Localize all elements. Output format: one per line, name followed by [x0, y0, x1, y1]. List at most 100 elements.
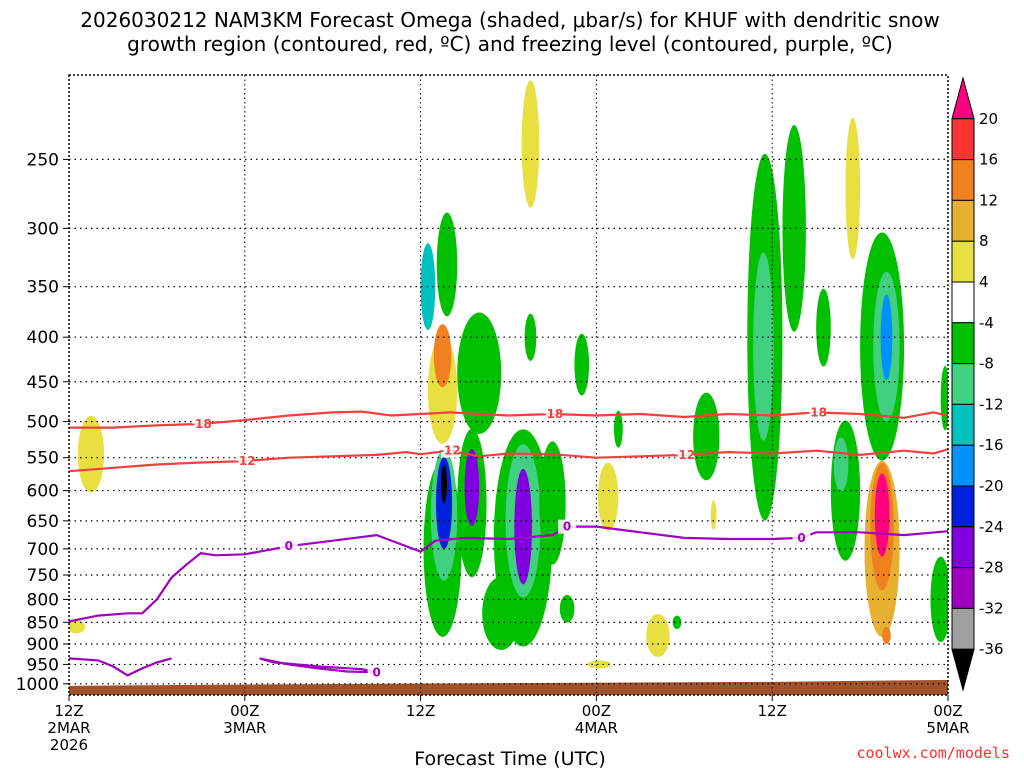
xtick-label-12-0: 00Z	[230, 702, 259, 720]
omega-shade-41	[874, 473, 890, 557]
plot-area: -18 -18 -18 -12 -12 -12 0 0 0 0	[69, 75, 948, 695]
omega-shade-42	[882, 626, 891, 645]
colorbar-label-11: -28	[979, 559, 1004, 577]
contour-freezing-level-low2-label-0: 0	[372, 665, 380, 679]
ytick-label-550: 550	[27, 449, 59, 469]
omega-shade-23	[613, 410, 623, 448]
colorbar-box-1	[951, 118, 975, 161]
ground-terrain	[69, 679, 948, 695]
contour-freezing-level	[69, 525, 948, 623]
plot-frame	[68, 74, 949, 696]
chart-title-line2: growth region (contoured, red, ºC) and f…	[127, 32, 893, 56]
colorbar-label-7: -12	[979, 395, 1004, 413]
colorbar-box-11	[951, 526, 975, 569]
colorbar-label-4: 4	[979, 273, 989, 291]
colorbar-label-10: -24	[979, 518, 1004, 536]
colorbar-box-12	[951, 567, 975, 609]
colorbar-label-3: 8	[979, 232, 989, 250]
ytick-label-350: 350	[27, 278, 59, 298]
omega-shade-20	[574, 333, 590, 396]
credit-text: coolwx.com/models	[856, 744, 1010, 762]
colorbar-box-3	[951, 199, 975, 242]
omega-shade-25	[646, 613, 670, 657]
omega-shade-24	[587, 660, 612, 669]
colorbar-box-2	[951, 159, 975, 201]
colorbar-box-13	[951, 607, 975, 650]
colorbar-box-10	[951, 485, 975, 528]
xtick-label-60-1: 5MAR	[926, 719, 969, 737]
axes: 2503003504004505005506006507007508008509…	[16, 74, 970, 754]
xtick-label-60-0: 00Z	[933, 702, 962, 720]
omega-shade-26	[672, 615, 682, 630]
xtick-label-12-1: 3MAR	[223, 719, 266, 737]
contour-dgz-minus18-label-1: -18	[542, 407, 564, 421]
ytick-label-700: 700	[27, 540, 59, 560]
ytick-label-1000: 1000	[16, 675, 59, 695]
colorbar-box-4	[951, 240, 975, 283]
ytick-label-500: 500	[27, 413, 59, 433]
ytick-label-450: 450	[27, 373, 59, 393]
omega-shade-0	[77, 415, 105, 493]
omega-shade-21	[559, 594, 575, 623]
colorbar-label-5: -4	[979, 314, 994, 332]
colorbar-label-12: -32	[979, 599, 1004, 617]
omega-shade-17	[524, 313, 537, 361]
omega-shade-31	[782, 125, 806, 332]
contour-dgz-minus12-label-0: -12	[234, 454, 256, 468]
contour-freezing-level-low	[69, 657, 172, 677]
colorbar-box-6	[951, 322, 975, 365]
colorbar-label-2: 12	[979, 191, 998, 209]
colorbar-box-0	[951, 76, 975, 120]
colorbar-label-0: 20	[979, 110, 998, 128]
contour-freezing-level-low2	[259, 657, 377, 674]
omega-shade-35	[833, 437, 849, 492]
omega-shade-18	[539, 441, 566, 565]
contour-dgz-minus18-label-0: -18	[190, 417, 212, 431]
colorbar-box-8	[951, 403, 975, 446]
omega-shade-12	[464, 449, 480, 526]
colorbar: 20 16 12 8 4 -4 -8 -12 -16 -20 -24 -28 -32 -36	[951, 76, 1004, 692]
ytick-label-950: 950	[27, 655, 59, 675]
xtick-label-0-2: 2026	[50, 736, 88, 754]
contour-dgz-minus18-label-2: -18	[805, 405, 827, 419]
chart-title-line1: 2026030212 NAM3KM Forecast Omega (shaded…	[80, 8, 939, 32]
x-axis-label: Forecast Time (UTC)	[414, 748, 605, 768]
ytick-label-250: 250	[27, 150, 59, 170]
omega-shade-33	[845, 117, 861, 260]
xtick-label-0-0: 12Z	[54, 702, 83, 720]
xtick-label-36-0: 00Z	[582, 702, 611, 720]
omega-shade-1	[69, 620, 86, 634]
colorbar-label-6: -8	[979, 355, 994, 373]
contour-dgz-minus12-label-1: -12	[439, 444, 461, 458]
xtick-label-24-0: 12Z	[406, 702, 435, 720]
contour-freezing-level-label-2: 0	[797, 531, 805, 545]
colorbar-box-5	[951, 281, 975, 324]
omega-shade-22	[597, 462, 619, 532]
contour-freezing-level-label-0: 0	[285, 539, 293, 553]
ytick-label-750: 750	[27, 566, 59, 586]
omega-shade-30	[753, 252, 774, 441]
omega-shade-16	[514, 468, 532, 585]
ytick-label-800: 800	[27, 590, 59, 610]
colorbar-label-1: 16	[979, 151, 998, 169]
ytick-label-850: 850	[27, 613, 59, 633]
ytick-label-400: 400	[27, 328, 59, 348]
ytick-label-600: 600	[27, 482, 59, 502]
contour-freezing-level-label-1: 0	[563, 520, 571, 534]
omega-shade-28	[710, 500, 717, 530]
omega-shade-19	[521, 80, 540, 208]
omega-shade-10	[457, 312, 502, 434]
colorbar-label-8: -16	[979, 436, 1004, 454]
omega-shade-2	[436, 212, 458, 317]
xtick-label-0-1: 2MAR	[47, 719, 90, 737]
ytick-label-900: 900	[27, 635, 59, 655]
omega-shade-38	[880, 294, 893, 380]
omega-shade-4	[433, 324, 452, 388]
xtick-label-48-0: 12Z	[758, 702, 787, 720]
colorbar-box-14	[951, 648, 975, 692]
ytick-label-650: 650	[27, 512, 59, 532]
colorbar-box-7	[951, 363, 975, 405]
colorbar-label-9: -20	[979, 477, 1004, 495]
omega-shade-27	[693, 392, 720, 481]
